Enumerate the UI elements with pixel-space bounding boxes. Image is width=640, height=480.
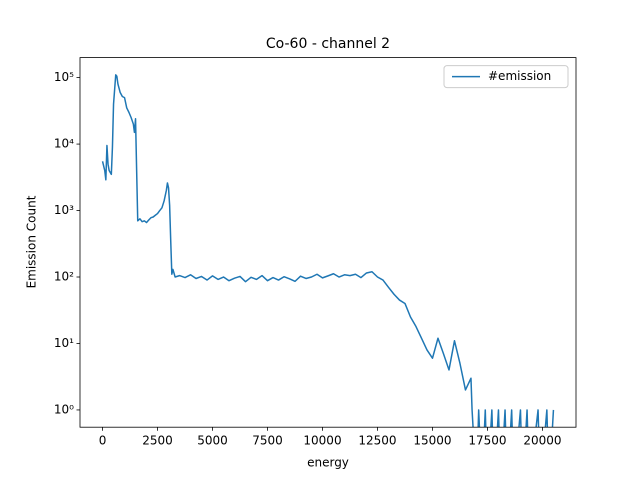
y-tick-label: 10²: [54, 270, 74, 284]
plot-area: [101, 74, 555, 428]
plot-frame: [79, 57, 577, 428]
y-tick-label: 10⁰: [54, 402, 74, 416]
legend-label: #emission: [488, 69, 551, 83]
chart-title: Co-60 - channel 2: [266, 36, 390, 52]
x-tick-label: 5000: [197, 434, 228, 448]
x-tick-label: 15000: [413, 434, 451, 448]
x-axis-label: energy: [307, 456, 349, 470]
x-tick-label: 2500: [142, 434, 173, 448]
x-tick-label: 0: [99, 434, 107, 448]
y-tick-label: 10³: [54, 203, 74, 217]
x-tick-label: 7500: [252, 434, 283, 448]
y-tick-label: 10¹: [54, 336, 74, 350]
y-tick-label: 10⁴: [54, 137, 74, 151]
x-tick-label: 12500: [358, 434, 396, 448]
x-tick-label: 17500: [468, 434, 506, 448]
y-axis-label: Emission Count: [25, 195, 39, 288]
legend-box: [443, 65, 569, 89]
x-tick-label: 20000: [523, 434, 561, 448]
series-line: [101, 74, 555, 428]
y-tick-label: 10⁵: [54, 70, 74, 84]
x-tick-label: 10000: [303, 434, 341, 448]
